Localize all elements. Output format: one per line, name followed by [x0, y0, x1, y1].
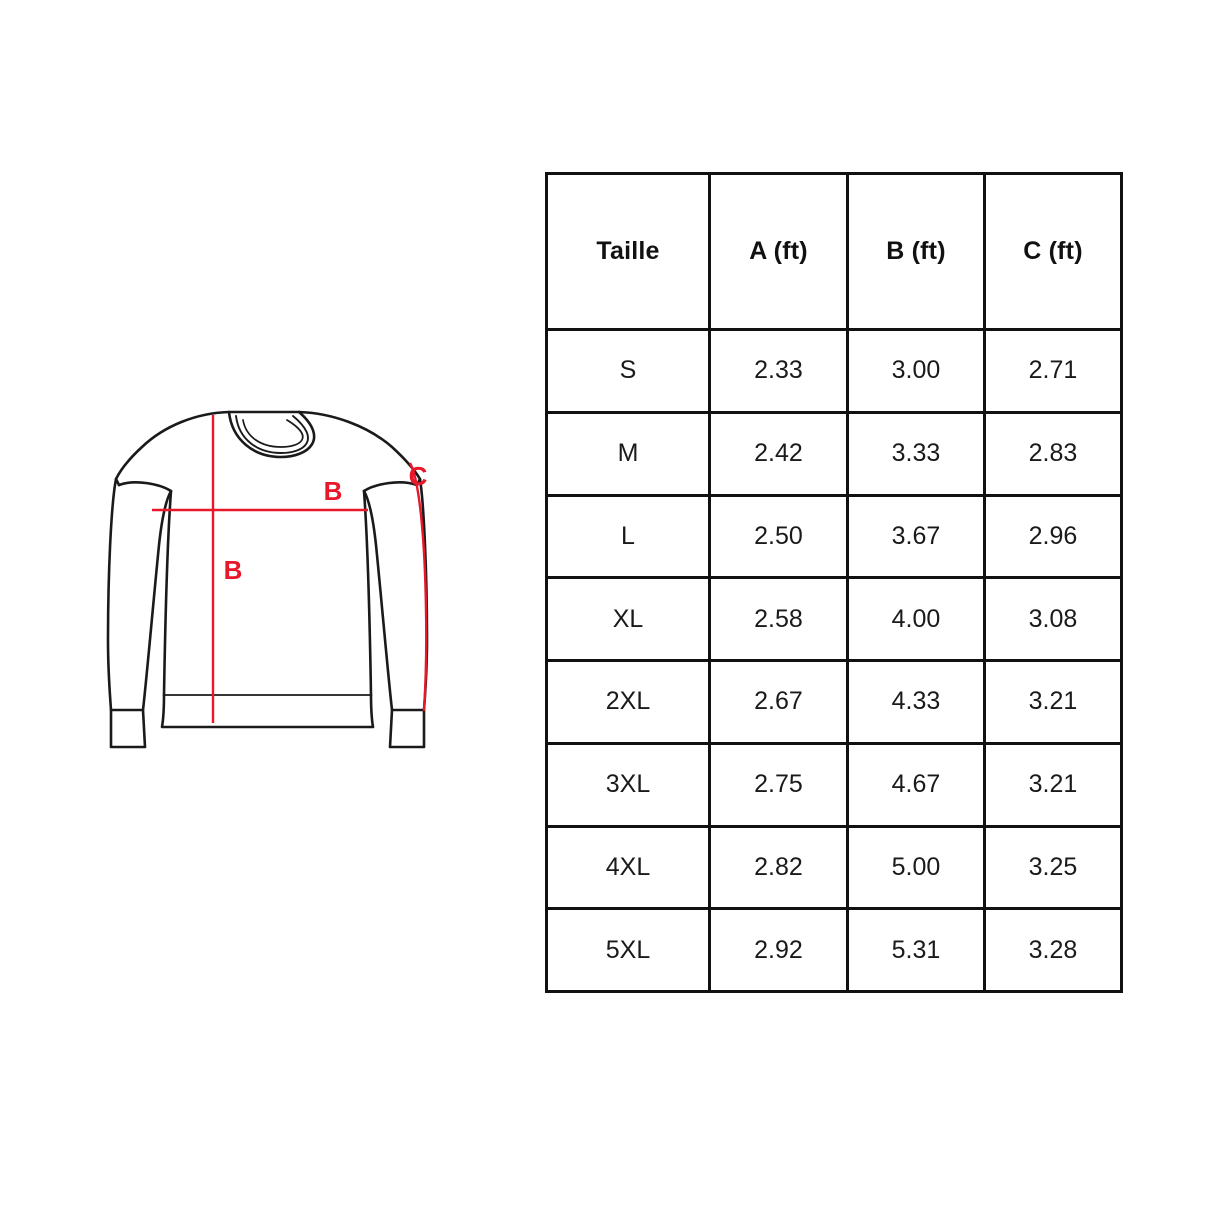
- cell-size: 3XL: [545, 741, 711, 828]
- cell-a: 2.58: [708, 576, 849, 662]
- cell-b: 4.00: [846, 576, 986, 662]
- cell-a: 2.42: [708, 410, 849, 497]
- column-header-a: A (ft): [708, 172, 849, 331]
- cell-b: 3.33: [846, 410, 986, 497]
- cell-size: L: [545, 493, 711, 580]
- cell-c: 3.21: [983, 741, 1123, 828]
- cell-a: 2.50: [708, 493, 849, 580]
- table-row: L 2.50 3.67 2.96: [545, 493, 1123, 580]
- sweatshirt-outline: [106, 410, 429, 749]
- cell-b: 5.00: [846, 824, 986, 911]
- cell-size: M: [545, 410, 711, 497]
- label-sleeve-length: C: [409, 461, 428, 491]
- cell-a: 2.67: [708, 659, 849, 745]
- cell-c: 3.28: [983, 907, 1123, 993]
- cell-size: S: [545, 328, 711, 414]
- size-table-container: Taille A (ft) B (ft) C (ft) S 2.33 3.00 …: [545, 172, 1123, 993]
- column-header-b: B (ft): [846, 172, 986, 331]
- cell-c: 2.83: [983, 410, 1123, 497]
- column-header-size: Taille: [545, 172, 711, 331]
- cell-c: 2.71: [983, 328, 1123, 414]
- cell-size: 4XL: [545, 824, 711, 911]
- table-row: S 2.33 3.00 2.71: [545, 328, 1123, 414]
- cell-a: 2.33: [708, 328, 849, 414]
- column-header-c: C (ft): [983, 172, 1123, 331]
- table-row: XL 2.58 4.00 3.08: [545, 576, 1123, 662]
- table-row: 5XL 2.92 5.31 3.28: [545, 907, 1123, 993]
- table-header-row: Taille A (ft) B (ft) C (ft): [545, 172, 1123, 331]
- sleeve-length-line: [408, 462, 428, 712]
- size-table: Taille A (ft) B (ft) C (ft) S 2.33 3.00 …: [545, 172, 1123, 993]
- cell-a: 2.92: [708, 907, 849, 993]
- measurement-lines: [152, 415, 428, 723]
- cell-c: 3.08: [983, 576, 1123, 662]
- table-row: 3XL 2.75 4.67 3.21: [545, 741, 1123, 828]
- table-row: 2XL 2.67 4.33 3.21: [545, 659, 1123, 745]
- label-body-length: B: [224, 555, 243, 585]
- cell-size: 5XL: [545, 907, 711, 993]
- label-chest-width: B: [324, 476, 343, 506]
- cell-a: 2.75: [708, 741, 849, 828]
- cell-b: 3.00: [846, 328, 986, 414]
- cell-a: 2.82: [708, 824, 849, 911]
- cell-b: 4.33: [846, 659, 986, 745]
- cell-b: 5.31: [846, 907, 986, 993]
- table-row: M 2.42 3.33 2.83: [545, 410, 1123, 497]
- cell-c: 3.21: [983, 659, 1123, 745]
- cell-b: 4.67: [846, 741, 986, 828]
- cell-size: 2XL: [545, 659, 711, 745]
- garment-diagram: B B C: [80, 395, 460, 760]
- cell-c: 2.96: [983, 493, 1123, 580]
- cell-c: 3.25: [983, 824, 1123, 911]
- cell-size: XL: [545, 576, 711, 662]
- table-row: 4XL 2.82 5.00 3.25: [545, 824, 1123, 911]
- cell-b: 3.67: [846, 493, 986, 580]
